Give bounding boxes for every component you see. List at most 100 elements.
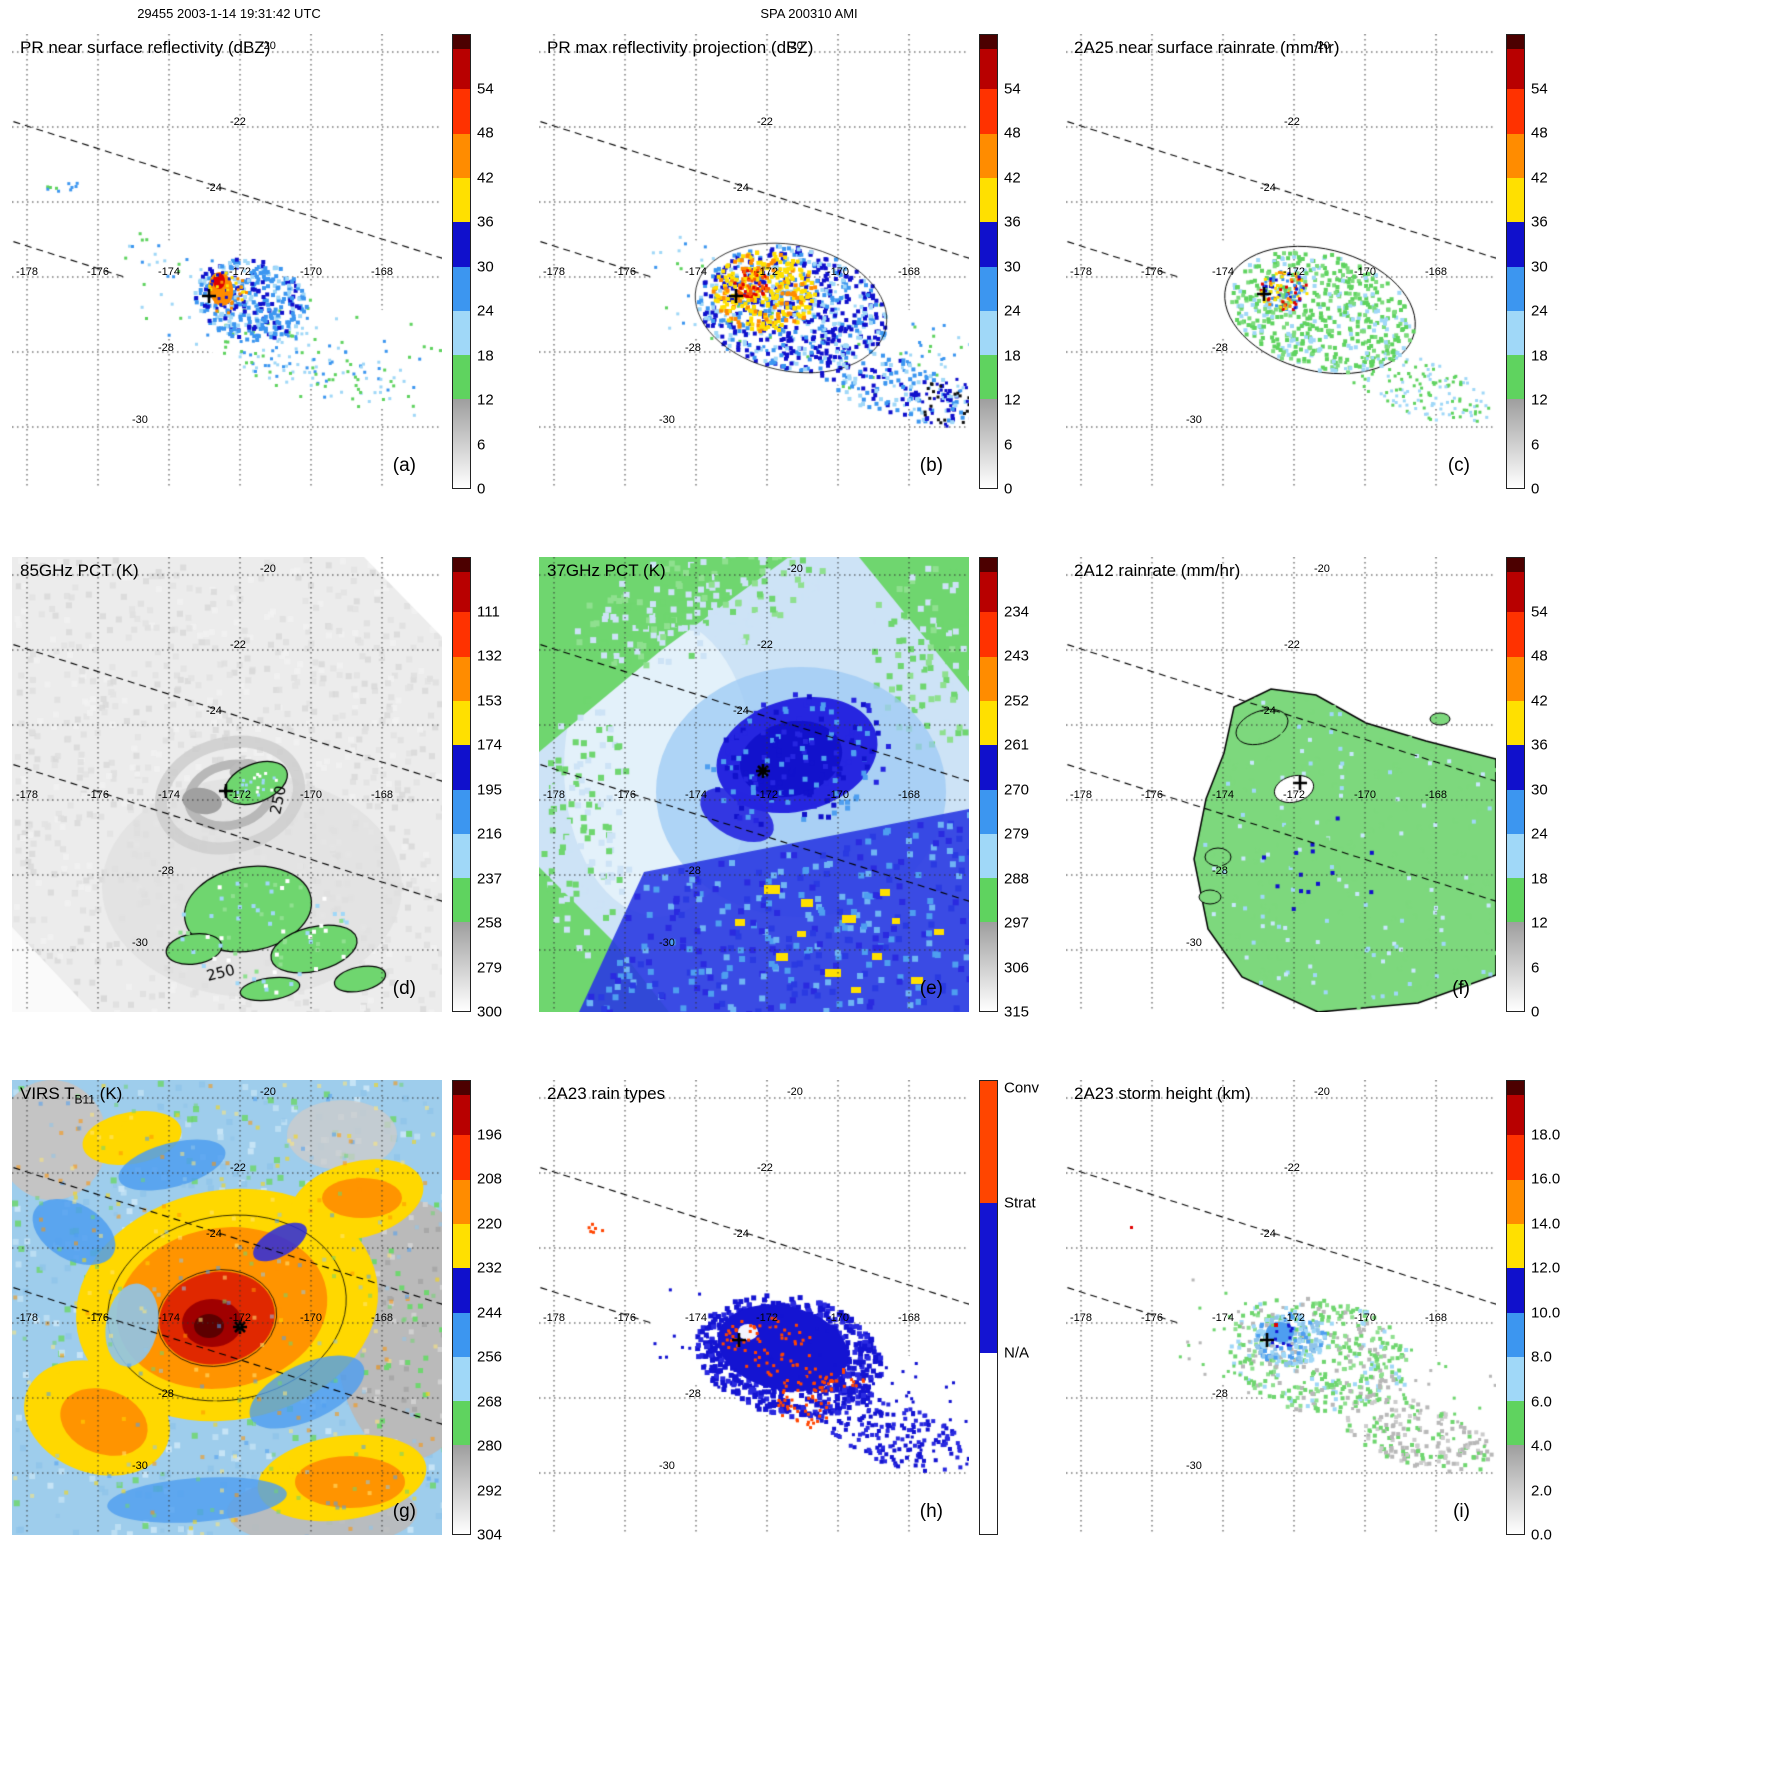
colorbar-tick-label: 12 <box>477 391 494 409</box>
colorbar-tick-label: 279 <box>477 959 503 976</box>
colorbar-tick-label: 36 <box>1531 213 1548 231</box>
colorbar-segment <box>453 1094 470 1136</box>
panel-g-title-main: VIRS T <box>20 1084 75 1103</box>
colorbar-tick-label: 0 <box>477 480 486 498</box>
colorbar-segment <box>980 89 997 134</box>
colorbar-segment <box>1507 89 1524 134</box>
colorbar-segment <box>453 1401 470 1446</box>
colorbar-tick-label: 30 <box>477 258 494 276</box>
colorbar-tick-label: 48 <box>1531 647 1548 665</box>
colorbar-segment <box>980 48 997 90</box>
colorbar-tick-label: 232 <box>477 1259 503 1277</box>
colorbar-tick-label: 261 <box>1004 736 1030 754</box>
colorbar-segment <box>980 558 997 572</box>
colorbar-tick-label: 42 <box>1531 692 1548 710</box>
colorbar-segment <box>453 878 470 923</box>
colorbar-h-bar <box>979 1080 998 1535</box>
panel-g-title: VIRS TB11 (K) <box>20 1084 122 1106</box>
map-c: -178 -176 -174 -172 -170 -168 -20 -22 -24 -28 -30 … <box>1066 34 1496 489</box>
panel-e: -178 -176 -174 -172 -170 -168 -20 -22 -24 -28 -30 … <box>539 557 1059 1027</box>
colorbar-tick-label: 0.0 <box>1531 1526 1552 1544</box>
colorbar-segment <box>453 571 470 613</box>
colorbar-tick-label: 54 <box>1531 80 1548 98</box>
colorbar-f-labels: 54 48 42 36 30 24 18 12 6 0 <box>1531 557 1586 1020</box>
colorbar-tick-label: 6 <box>1531 436 1540 453</box>
colorbar-c-labels: 54 48 42 36 30 24 18 12 6 0 <box>1531 34 1586 497</box>
colorbar-category-label: N/A <box>1004 1344 1030 1362</box>
colorbar-tick-label: 300 <box>477 1003 503 1021</box>
colorbar-segment <box>453 1445 470 1490</box>
colorbar-tick-label: 280 <box>477 1437 503 1455</box>
colorbar-tick-label: 54 <box>1531 603 1548 621</box>
colorbar-tick-label: 132 <box>477 647 503 665</box>
orbit-datetime-header: 29455 2003-1-14 19:31:42 UTC <box>137 6 321 21</box>
colorbar-segment <box>453 222 470 267</box>
colorbar-segment <box>453 1356 470 1402</box>
colorbar-segment <box>453 1489 470 1535</box>
colorbar-category-label: Conv <box>1004 1079 1040 1097</box>
map-canvas-i <box>1066 1080 1496 1535</box>
colorbar-segment <box>1507 1094 1524 1136</box>
colorbar-segment <box>453 443 470 489</box>
colorbar-segment <box>1507 1312 1524 1357</box>
colorbar-segment <box>1507 745 1524 790</box>
storm-id-header: SPA 200310 AMI <box>760 6 858 21</box>
map-b: -178 -176 -174 -172 -170 -168 -20 -22 -24 -28 -30 … <box>539 34 969 489</box>
colorbar-tick-label: 306 <box>1004 959 1030 976</box>
colorbar-b-bar <box>979 34 998 489</box>
colorbar-segment <box>980 966 997 1012</box>
colorbar-tick-label: 196 <box>477 1126 503 1144</box>
panel-b-letter: (b) <box>919 455 943 476</box>
colorbar-tick-label: 42 <box>1004 169 1021 187</box>
colorbar-tick-label: 36 <box>1004 213 1021 231</box>
panel-g-title-tail: (K) <box>94 1084 123 1103</box>
colorbar-segment <box>1507 1081 1524 1095</box>
colorbar-segment <box>453 1268 470 1313</box>
colorbar-tick-label: 256 <box>477 1348 503 1366</box>
panel-i-letter: (i) <box>1453 1501 1470 1522</box>
colorbar-segment <box>1507 310 1524 356</box>
panel-d-title: 85GHz PCT (K) <box>20 561 139 580</box>
colorbar-segment <box>453 612 470 657</box>
colorbar-tick-label: 12.0 <box>1531 1259 1561 1277</box>
colorbar-tick-label: 30 <box>1531 258 1548 276</box>
colorbar-segment <box>1507 1223 1524 1269</box>
panel-f: -178 -176 -174 -172 -170 -168 -20 -22 -24 -28 -30 … <box>1066 557 1586 1027</box>
colorbar-tick-label: 48 <box>1004 124 1021 142</box>
colorbar-segment <box>1507 222 1524 267</box>
colorbar-tick-label: 12 <box>1531 391 1548 409</box>
colorbar-tick-label: 54 <box>1004 80 1021 98</box>
colorbar-segment <box>453 133 470 178</box>
colorbar-tick-label: 36 <box>477 213 494 231</box>
colorbar-segment <box>1507 1268 1524 1313</box>
colorbar-segment <box>1507 558 1524 572</box>
colorbar-tick-label: 243 <box>1004 647 1030 665</box>
colorbar-tick-label: 153 <box>477 692 503 710</box>
colorbar-b: 54 48 42 36 30 24 18 12 6 0 <box>979 34 1059 498</box>
colorbar-e-bar <box>979 557 998 1012</box>
colorbar-segment <box>1507 571 1524 613</box>
colorbar-tick-label: 6 <box>1004 436 1013 453</box>
colorbar-segment <box>980 355 997 400</box>
colorbar-segment <box>980 222 997 267</box>
map-d: -178 -176 -174 -172 -170 -168 -20 -22 -24 -28 -30 … <box>12 557 442 1012</box>
colorbar-tick-label: 268 <box>477 1393 503 1411</box>
colorbar-h-labels: Conv Strat N/A <box>1004 1080 1059 1535</box>
colorbar-segment <box>453 266 470 311</box>
colorbar-tick-label: 54 <box>477 80 494 98</box>
colorbar-segment <box>453 789 470 834</box>
colorbar-segment <box>1507 1401 1524 1446</box>
colorbar-e-labels: 234 243 252 261 270 279 288 297 306 315 <box>1004 557 1059 1020</box>
colorbar-tick-label: 18 <box>1531 347 1548 365</box>
colorbar-d-labels: 111 132 153 174 195 216 237 258 279 300 <box>477 557 532 1020</box>
panel-c-letter: (c) <box>1447 455 1470 476</box>
panel-d-letter: (d) <box>392 978 416 999</box>
colorbar-tick-label: 36 <box>1531 736 1548 754</box>
colorbar-segment <box>1507 700 1524 746</box>
colorbar-a-bar <box>452 34 471 489</box>
panel-i: -178 -176 -174 -172 -170 -168 -20 -22 -24 -28 -30 … <box>1066 1080 1586 1550</box>
colorbar-tick-label: 48 <box>477 124 494 142</box>
colorbar-f-bar <box>1506 557 1525 1012</box>
map-h: -178 -176 -174 -172 -170 -168 -20 -22 -24 -28 -30 … <box>539 1080 969 1535</box>
map-canvas-d <box>12 557 442 1012</box>
